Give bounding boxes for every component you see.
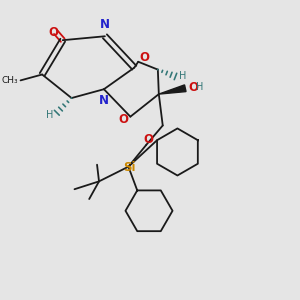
Text: O: O (118, 113, 128, 126)
Text: N: N (99, 94, 109, 107)
Text: H: H (179, 71, 186, 82)
Text: O: O (139, 51, 149, 64)
Text: O: O (188, 81, 198, 94)
Text: Si: Si (123, 161, 136, 174)
Text: O: O (48, 26, 58, 39)
Text: O: O (143, 133, 153, 146)
Text: H: H (46, 110, 54, 120)
Text: CH₃: CH₃ (2, 76, 19, 85)
Text: N: N (100, 18, 110, 32)
Polygon shape (159, 85, 186, 94)
Text: H: H (196, 82, 203, 92)
